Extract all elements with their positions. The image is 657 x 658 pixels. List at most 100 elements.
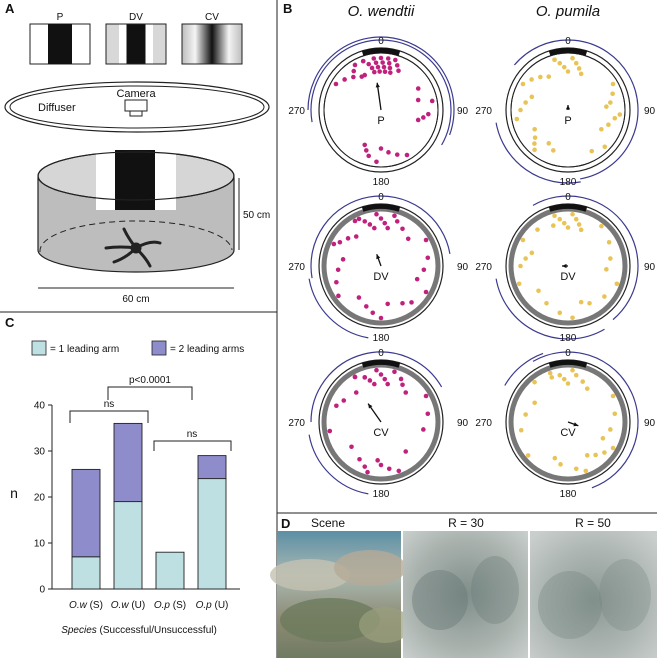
data-dot	[357, 456, 362, 462]
arena: 50 cm 60 cm	[37, 149, 270, 305]
y-tick-label: 20	[34, 493, 46, 504]
data-dot	[610, 393, 616, 399]
stimulus-label: P	[377, 115, 384, 127]
panel-b: B O. wendtii O. pumila P 0 180 90 270 P 0 180 90…	[283, 1, 656, 500]
stimulus-dv-label: DV	[129, 12, 143, 23]
data-dot	[573, 60, 579, 66]
data-dot	[371, 56, 377, 61]
data-dot	[372, 225, 377, 231]
x-tick-label: O.p (U)	[196, 600, 229, 611]
data-dot	[333, 81, 339, 87]
data-dot	[353, 390, 359, 395]
data-dot	[372, 381, 377, 387]
data-dot	[394, 63, 400, 68]
confidence-arc	[307, 36, 455, 136]
height-dimension: 50 cm	[243, 210, 270, 221]
data-dot	[373, 60, 379, 66]
data-dot	[421, 427, 426, 432]
data-dot	[578, 299, 584, 305]
angle-label-270: 270	[288, 106, 305, 117]
panel-d-letter: D	[281, 516, 290, 531]
data-dot	[423, 237, 429, 243]
data-dot	[331, 241, 337, 247]
data-dot	[387, 65, 393, 71]
confidence-arc	[532, 351, 639, 489]
data-dot	[565, 381, 571, 386]
data-dot	[336, 293, 341, 299]
confidence-arc	[504, 352, 544, 386]
data-dot	[518, 107, 523, 113]
data-dot	[327, 428, 333, 434]
angle-label-180: 180	[373, 177, 390, 188]
panel-c-letter: C	[5, 315, 15, 330]
data-dot	[608, 256, 613, 261]
data-dot	[340, 257, 346, 262]
data-dot	[557, 372, 563, 378]
confidence-arc	[495, 122, 581, 184]
data-dot	[374, 159, 379, 165]
data-dot	[352, 62, 358, 68]
circular-plot-cv-wendtii: CV 0 180 90 270	[288, 348, 468, 500]
data-dot	[565, 69, 571, 74]
legend-swatch-1-arm	[31, 340, 47, 356]
data-dot	[386, 60, 392, 66]
data-dot	[369, 65, 375, 71]
data-dot	[366, 61, 372, 67]
panel-a: A P DV CV Diffuser Camera	[4, 1, 270, 305]
species-title-wendtii: O. wendtii	[348, 3, 415, 20]
angle-label-0: 0	[565, 36, 571, 47]
data-dot	[382, 69, 388, 75]
stimulus-p: P	[29, 12, 91, 65]
data-dot	[359, 74, 365, 79]
data-dot	[396, 468, 402, 474]
data-dot	[334, 279, 339, 285]
data-dot	[610, 81, 616, 87]
panel-b-letter: B	[283, 1, 292, 16]
data-dot	[386, 466, 392, 472]
legend-swatch-2-arms	[151, 340, 167, 356]
scene-photo	[270, 531, 411, 658]
species-title-pumila: O. pumila	[536, 3, 600, 20]
data-dot	[578, 227, 584, 233]
circular-plot-cv-pumila: CV 0 180 90 270	[475, 348, 655, 500]
data-dot	[514, 116, 520, 122]
data-dot	[520, 237, 526, 243]
data-dot	[546, 141, 552, 146]
data-dot	[565, 225, 571, 230]
data-dot	[573, 372, 579, 378]
data-dot	[372, 69, 377, 75]
data-dot	[378, 372, 384, 377]
brittle-star-icon	[104, 227, 162, 268]
data-dot	[570, 211, 575, 217]
data-dot	[584, 386, 590, 391]
data-dot	[529, 250, 535, 256]
data-dot	[525, 453, 531, 458]
x-tick-label: O.w (S)	[69, 600, 103, 611]
data-dot	[561, 220, 567, 226]
y-tick-label: 30	[34, 447, 46, 458]
circular-plot-p-wendtii: P 0 180 90 270	[288, 36, 468, 188]
angle-label-180: 180	[560, 333, 577, 344]
data-dot	[532, 379, 537, 385]
width-dimension: 60 cm	[122, 294, 149, 305]
bar-segment	[155, 551, 185, 590]
data-dot	[393, 57, 398, 63]
confidence-arc	[513, 39, 639, 180]
angle-label-90: 90	[644, 262, 656, 273]
data-dot	[604, 104, 609, 109]
data-dot	[414, 276, 420, 282]
data-dot	[381, 64, 387, 70]
photo-label-r50: R = 50	[575, 516, 611, 530]
data-dot	[385, 225, 390, 231]
data-dot	[367, 222, 373, 227]
data-dot	[386, 150, 391, 155]
data-dot	[375, 458, 380, 463]
data-dot	[589, 148, 595, 154]
data-dot	[362, 375, 368, 380]
data-dot	[400, 226, 405, 232]
data-dot	[570, 315, 575, 321]
data-dot	[356, 295, 362, 300]
data-dot	[573, 466, 579, 472]
data-dot	[409, 300, 414, 305]
data-dot	[400, 300, 405, 306]
